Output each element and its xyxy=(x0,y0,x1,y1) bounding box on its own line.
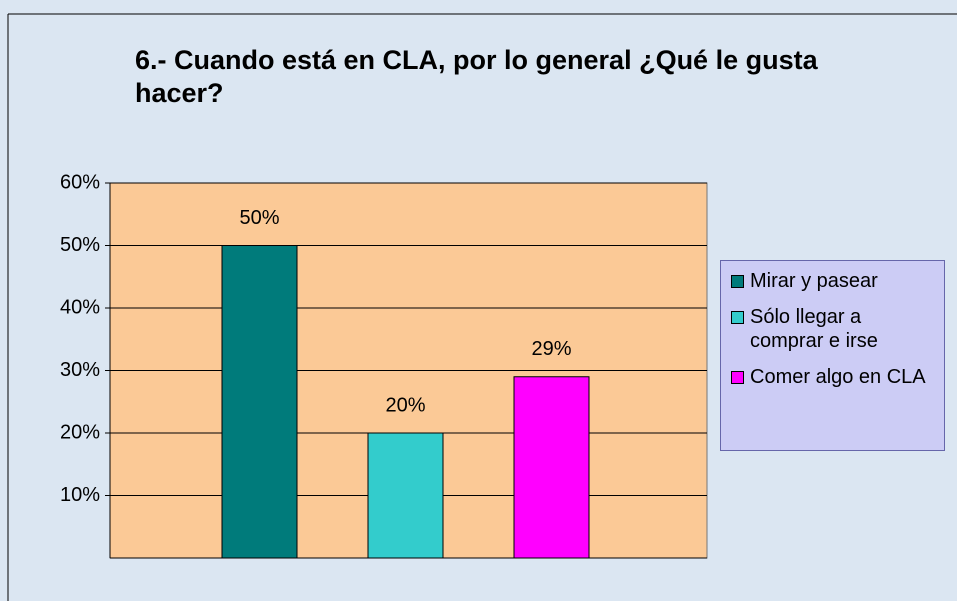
chart-title: 6.- Cuando está en CLA, por lo general ¿… xyxy=(135,45,818,108)
bar xyxy=(513,376,590,559)
y-tick-label: 20% xyxy=(60,421,100,443)
y-tick-label: 30% xyxy=(60,359,100,381)
y-tick-label: 60% xyxy=(60,171,100,193)
legend-label: Comer algo en CLA xyxy=(750,366,926,388)
legend-swatch xyxy=(731,371,744,384)
legend: Mirar y pasear Sólo llegar a comprar e ir… xyxy=(720,260,945,451)
legend-item: Comer algo en CLA xyxy=(731,365,938,389)
bar xyxy=(221,245,298,559)
y-tick-label: 40% xyxy=(60,296,100,318)
bar xyxy=(367,432,444,559)
legend-label: Sólo llegar a comprar e irse xyxy=(750,306,878,352)
y-tick-label: 10% xyxy=(60,484,100,506)
legend-swatch xyxy=(731,275,744,288)
legend-label: Mirar y pasear xyxy=(750,270,878,292)
data-label: 20% xyxy=(385,394,425,416)
data-label: 29% xyxy=(531,338,571,360)
data-label: 50% xyxy=(239,207,279,229)
legend-swatch xyxy=(731,311,744,324)
legend-item: Mirar y pasear xyxy=(731,269,938,293)
legend-item: Sólo llegar a comprar e irse xyxy=(731,305,938,353)
y-tick-label: 50% xyxy=(60,234,100,256)
